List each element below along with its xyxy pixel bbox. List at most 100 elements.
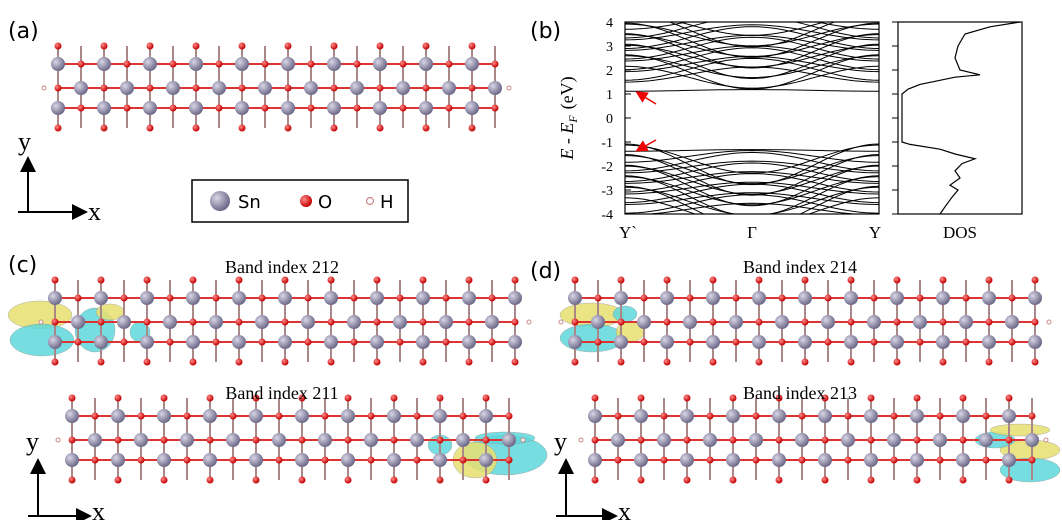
sn-atom — [502, 433, 516, 447]
axis-label: x — [618, 497, 631, 520]
sn-atom — [249, 409, 263, 423]
structure — [559, 277, 1051, 366]
figure: 43210-1-2-3-4 (a) (b) (c) (d) y x Sn O H… — [0, 0, 1062, 520]
sn-atom — [324, 335, 338, 349]
o-atom — [193, 125, 200, 132]
dos-frame — [898, 22, 1022, 214]
o-atom — [276, 413, 283, 420]
o-atom — [595, 295, 602, 302]
o-atom — [756, 277, 763, 284]
o-atom — [207, 395, 214, 402]
sn-atom — [933, 433, 947, 447]
h-atom — [507, 86, 511, 90]
o-atom — [285, 85, 292, 92]
o-atom — [322, 413, 329, 420]
o-atom — [483, 437, 490, 444]
o-atom — [115, 437, 122, 444]
o-atom — [871, 339, 878, 346]
o-atom — [52, 277, 59, 284]
sn-atom — [134, 433, 148, 447]
h-atom — [1044, 438, 1048, 442]
y-tick-label: -3 — [601, 184, 613, 199]
sn-atom — [324, 291, 338, 305]
o-atom — [489, 295, 496, 302]
sn-atom — [485, 315, 499, 329]
sn-atom — [568, 291, 582, 305]
o-atom — [822, 477, 829, 484]
o-atom — [469, 125, 476, 132]
sn-atom — [680, 453, 694, 467]
o-atom — [147, 85, 154, 92]
sn-atom — [189, 57, 203, 71]
sn-atom — [1005, 315, 1019, 329]
sn-atom — [465, 57, 479, 71]
o-atom — [354, 105, 361, 112]
o-atom — [101, 85, 108, 92]
o-atom — [710, 277, 717, 284]
o-atom — [75, 295, 82, 302]
sn-atom — [278, 335, 292, 349]
o-atom — [572, 359, 579, 366]
o-atom — [230, 457, 237, 464]
o-atom — [170, 105, 177, 112]
o-atom — [825, 339, 832, 346]
sn-atom — [203, 453, 217, 467]
sn-atom — [71, 315, 85, 329]
o-atom — [170, 61, 177, 68]
o-atom — [167, 295, 174, 302]
sn-atom — [410, 433, 424, 447]
o-atom — [1032, 359, 1039, 366]
o-atom — [259, 295, 266, 302]
o-atom — [374, 277, 381, 284]
panel-label: (d) — [530, 259, 561, 284]
o-atom — [822, 437, 829, 444]
sn-atom — [508, 335, 522, 349]
sn-atom — [433, 453, 447, 467]
o-atom — [374, 359, 381, 366]
sn-atom — [1002, 453, 1016, 467]
o-atom — [285, 43, 292, 50]
y-tick-label: 3 — [606, 40, 613, 55]
sn-atom — [1028, 335, 1042, 349]
sn-atom — [772, 453, 786, 467]
o-atom — [69, 437, 76, 444]
o-atom — [756, 319, 763, 326]
sn-atom — [140, 291, 154, 305]
o-atom — [684, 437, 691, 444]
o-atom — [894, 277, 901, 284]
h-atom — [1047, 320, 1051, 324]
sn-atom — [373, 57, 387, 71]
y-tick-label: 4 — [606, 16, 613, 31]
o-atom — [802, 359, 809, 366]
sn-atom — [488, 81, 502, 95]
o-atom — [184, 457, 191, 464]
o-atom — [414, 413, 421, 420]
ylabel-unit: (eV) — [557, 76, 578, 109]
legend-label: Sn — [238, 192, 261, 213]
o-atom — [891, 457, 898, 464]
sn-atom — [416, 335, 430, 349]
o-atom — [914, 437, 921, 444]
sn-atom — [795, 433, 809, 447]
o-atom — [618, 319, 625, 326]
o-atom — [230, 413, 237, 420]
o-atom — [730, 477, 737, 484]
sn-atom — [419, 101, 433, 115]
o-atom — [1006, 395, 1013, 402]
o-atom — [253, 477, 260, 484]
sn-atom — [588, 409, 602, 423]
sn-atom — [706, 335, 720, 349]
o-atom — [92, 457, 99, 464]
sn-atom — [51, 57, 65, 71]
sn-atom — [281, 57, 295, 71]
o-atom — [512, 359, 519, 366]
o-atom — [492, 105, 499, 112]
o-atom — [147, 125, 154, 132]
o-atom — [937, 457, 944, 464]
o-atom — [592, 437, 599, 444]
sn-atom — [749, 433, 763, 447]
o-atom — [687, 339, 694, 346]
o-atom — [776, 477, 783, 484]
o-atom — [664, 319, 671, 326]
sn-atom — [120, 81, 134, 95]
